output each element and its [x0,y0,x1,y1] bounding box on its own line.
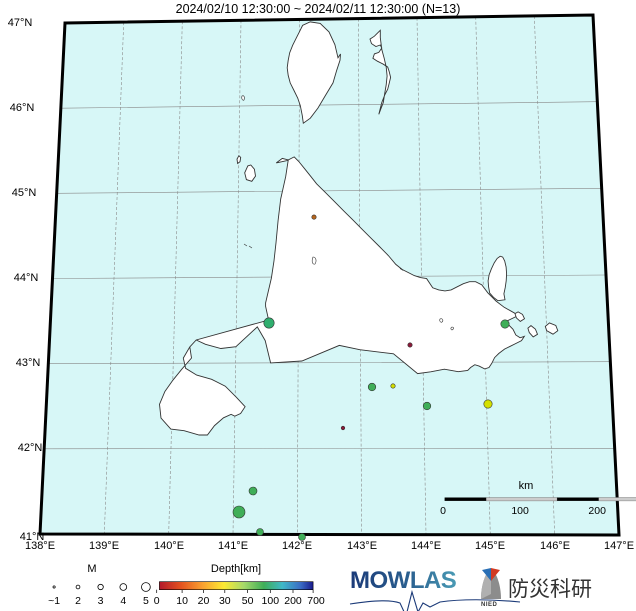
svg-text:30: 30 [219,595,231,607]
svg-text:144°E: 144°E [411,540,441,552]
svg-text:MOWLAS: MOWLAS [350,567,457,594]
svg-text:100: 100 [262,595,280,607]
svg-text:143°E: 143°E [347,540,377,552]
svg-text:km: km [519,480,534,492]
svg-text:138°E: 138°E [25,540,55,552]
svg-text:139°E: 139°E [89,540,119,552]
svg-text:44°N: 44°N [14,272,39,284]
svg-text:141°E: 141°E [218,540,248,552]
svg-text:140°E: 140°E [154,540,184,552]
svg-text:46°N: 46°N [10,102,35,114]
svg-text:43°N: 43°N [16,357,41,369]
svg-text:100: 100 [511,505,529,517]
svg-text:2: 2 [75,595,81,607]
svg-text:50: 50 [242,595,254,607]
svg-text:~1: ~1 [48,595,60,607]
svg-text:700: 700 [307,595,325,607]
svg-text:147°E: 147°E [604,540,634,552]
svg-text:防災科研: 防災科研 [508,578,592,601]
svg-text:3: 3 [98,595,104,607]
svg-text:M: M [87,563,96,575]
svg-text:4: 4 [120,595,126,607]
svg-text:42°N: 42°N [18,442,43,454]
svg-text:5: 5 [143,595,149,607]
svg-text:45°N: 45°N [12,187,37,199]
svg-text:10: 10 [176,595,188,607]
svg-text:20: 20 [198,595,210,607]
svg-text:0: 0 [154,595,160,607]
svg-text:200: 200 [588,505,606,517]
svg-text:NIED: NIED [481,602,498,608]
svg-text:146°E: 146°E [540,540,570,552]
svg-text:0: 0 [440,505,446,517]
svg-text:145°E: 145°E [475,540,505,552]
svg-text:200: 200 [284,595,302,607]
svg-text:47°N: 47°N [8,17,33,29]
svg-text:142°E: 142°E [282,540,312,552]
svg-text:Depth[km]: Depth[km] [211,563,261,575]
